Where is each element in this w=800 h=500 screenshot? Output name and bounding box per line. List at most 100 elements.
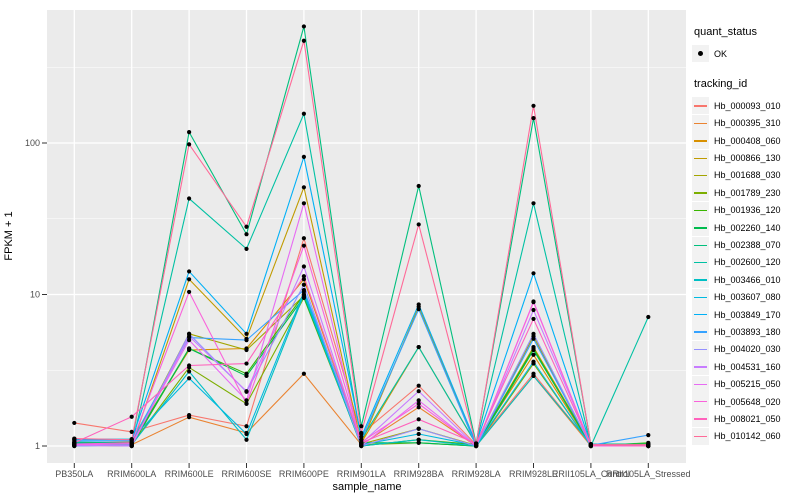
- data-point: [416, 383, 421, 388]
- line-swatch-icon: [694, 140, 707, 142]
- data-point: [416, 440, 421, 445]
- data-point: [416, 389, 421, 394]
- legend-entry-Hb_005648_020: Hb_005648_020: [692, 393, 798, 411]
- x-tick-label: RRIM600SE: [221, 469, 271, 479]
- legend-key-box: [692, 393, 709, 411]
- legend-entry-Hb_003466_010: Hb_003466_010: [692, 271, 798, 289]
- legend-entry-label: Hb_002260_140: [714, 222, 781, 233]
- legend-entry-ok: OK: [692, 45, 798, 62]
- legend-entry-Hb_001789_230: Hb_001789_230: [692, 184, 798, 202]
- legend-entry-Hb_010142_060: Hb_010142_060: [692, 427, 798, 445]
- legend-key-box: [692, 253, 709, 271]
- legend-key-box: [692, 149, 709, 167]
- data-point: [129, 437, 134, 442]
- x-tick-label: RRIM928LA: [452, 469, 501, 479]
- legend-key-box: [692, 340, 709, 358]
- data-point: [301, 274, 306, 279]
- line-swatch-icon: [694, 192, 707, 194]
- legend-entry-label: Hb_004531_160: [714, 361, 781, 372]
- data-point: [187, 130, 192, 135]
- legend-key-box: [692, 166, 709, 184]
- data-point: [244, 347, 249, 353]
- data-point: [301, 277, 306, 282]
- data-point: [301, 371, 306, 376]
- data-point: [531, 373, 536, 379]
- data-point: [187, 196, 192, 201]
- x-tick-label: RRIM600LE: [165, 469, 214, 479]
- legend-entry-Hb_003607_080: Hb_003607_080: [692, 288, 798, 306]
- legend-entry-Hb_008021_050: Hb_008021_050: [692, 410, 798, 428]
- legend-tracking-id-entries: Hb_000093_010 Hb_000395_310 Hb_000408_060 H…: [692, 97, 798, 445]
- legend-entry-Hb_004531_160: Hb_004531_160: [692, 358, 798, 376]
- data-point: [301, 243, 306, 248]
- data-point: [244, 398, 249, 403]
- data-point: [531, 116, 536, 121]
- legend-key-box: [692, 45, 709, 62]
- data-point: [531, 352, 536, 357]
- data-point: [244, 373, 249, 379]
- legend-entry-Hb_000408_060: Hb_000408_060: [692, 132, 798, 150]
- line-swatch-icon: [694, 157, 707, 159]
- line-swatch-icon: [694, 122, 707, 125]
- legend-entry-label: Hb_002388_070: [714, 240, 781, 251]
- line-swatch-icon: [694, 279, 707, 281]
- x-tick-label: RRIM928LE: [509, 469, 558, 479]
- data-point: [588, 442, 594, 447]
- data-point: [301, 154, 306, 159]
- data-point: [301, 236, 306, 241]
- line-swatch-icon: [694, 296, 707, 299]
- data-point: [301, 111, 306, 116]
- line-swatch-icon: [694, 401, 707, 403]
- data-point: [244, 424, 249, 429]
- legend-entry-label: Hb_000866_130: [714, 153, 781, 164]
- data-point: [129, 440, 134, 445]
- data-point: [244, 232, 249, 237]
- data-point: [244, 338, 249, 343]
- line-swatch-icon: [694, 244, 707, 246]
- data-point: [416, 302, 421, 307]
- data-point: [301, 24, 306, 29]
- data-point: [416, 417, 421, 422]
- line-swatch-icon: [694, 348, 707, 351]
- x-tick-label: RRIM600LA: [107, 469, 156, 479]
- legend-entry-label: Hb_001789_230: [714, 187, 781, 198]
- data-point: [531, 103, 536, 108]
- data-point: [646, 442, 651, 447]
- line-swatch-icon: [694, 227, 707, 229]
- data-point: [531, 271, 536, 276]
- legend-key-box: [692, 114, 709, 132]
- legend-entry-Hb_005215_050: Hb_005215_050: [692, 375, 798, 393]
- data-point: [72, 440, 77, 445]
- legend-entry-label: Hb_004020_030: [714, 344, 781, 355]
- legend-entry-label: OK: [714, 48, 728, 59]
- legend-entry-label: Hb_001688_030: [714, 170, 781, 181]
- data-point: [187, 376, 192, 381]
- data-point: [244, 437, 249, 442]
- data-point: [72, 436, 77, 441]
- data-point: [187, 289, 192, 295]
- line-swatch-icon: [694, 366, 707, 368]
- data-point: [531, 359, 536, 364]
- legend-key-box: [692, 236, 709, 254]
- data-point: [301, 264, 306, 269]
- data-point: [416, 401, 421, 406]
- legend-key-box: [692, 427, 709, 445]
- panel-background: [47, 10, 686, 463]
- legend-entry-label: Hb_008021_050: [714, 413, 781, 424]
- data-point: [187, 338, 192, 343]
- data-point: [129, 414, 134, 419]
- data-point: [359, 440, 364, 445]
- data-point: [474, 442, 479, 447]
- legend-entry-label: Hb_002600_120: [714, 257, 781, 268]
- line-swatch-icon: [694, 261, 707, 264]
- legend-entry-label: Hb_000408_060: [714, 135, 781, 146]
- data-point: [416, 405, 421, 410]
- data-point: [244, 224, 249, 229]
- data-point: [244, 401, 249, 406]
- line-swatch-icon: [694, 105, 707, 107]
- data-point: [187, 369, 192, 374]
- legend-key-box: [692, 201, 709, 219]
- legend-entry-Hb_000866_130: Hb_000866_130: [692, 149, 798, 167]
- legend-title-tracking-id: tracking_id: [694, 78, 748, 91]
